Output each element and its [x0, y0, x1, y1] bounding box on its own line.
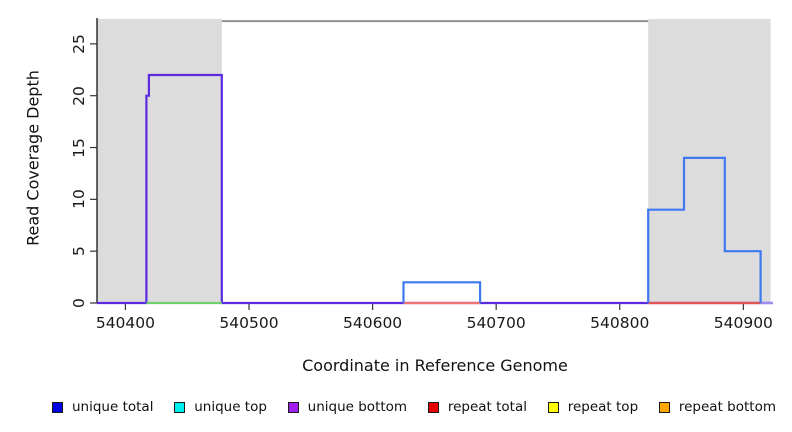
legend-swatch-icon: [547, 401, 559, 413]
shaded-region: [648, 19, 771, 303]
series-unique-total-right-steps: [647, 156, 762, 303]
legend-label: unique top: [194, 399, 267, 415]
legend-swatch-icon: [174, 401, 186, 413]
legend-item: unique total: [52, 399, 153, 415]
y-tick-label: 25: [70, 34, 88, 54]
y-tick-label: 10: [70, 189, 88, 210]
legend-label: unique bottom: [307, 399, 408, 415]
legend-label: repeat bottom: [678, 399, 776, 415]
y-tick-label: 15: [70, 137, 88, 158]
legend-swatch-icon: [287, 401, 299, 413]
x-tick-label: 540700: [466, 314, 526, 332]
y-tick-label: 5: [70, 246, 88, 257]
legend-label: repeat total: [447, 399, 527, 415]
x-axis-title: Coordinate in Reference Genome: [302, 356, 568, 375]
x-tick-label: 540800: [590, 314, 650, 332]
legend-swatch-icon: [658, 401, 670, 413]
legend-swatch-icon: [427, 401, 439, 413]
series-unique-total-mid-step: [402, 281, 482, 303]
y-axis-title: Read Coverage Depth: [23, 70, 43, 246]
shaded-region: [97, 19, 222, 303]
legend-swatch-icon: [52, 401, 63, 413]
legend-item: repeat bottom: [658, 399, 776, 415]
legend-item: repeat top: [547, 399, 639, 415]
y-tick-label: 0: [70, 298, 88, 308]
legend-item: repeat total: [427, 399, 527, 415]
legend-label: unique total: [72, 399, 154, 415]
x-tick-label: 540900: [713, 314, 773, 332]
series-unique-bottom-and-total-overlap-violet: [97, 73, 773, 305]
y-tick-label: 20: [70, 85, 88, 106]
x-tick-label: 540600: [342, 314, 403, 332]
legend-item: unique top: [174, 399, 267, 415]
x-tick-label: 540400: [95, 314, 156, 332]
legend-item: unique bottom: [287, 399, 408, 415]
x-tick-label: 540500: [219, 314, 279, 332]
legend-label: repeat top: [567, 399, 639, 415]
legend: unique total unique top unique bottom repea…: [52, 399, 776, 415]
